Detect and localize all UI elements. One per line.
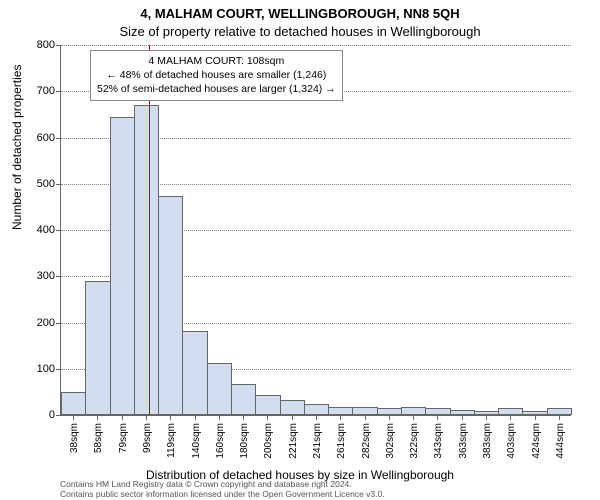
x-tick-label: 140sqm: [191, 423, 202, 459]
x-tick-label: 383sqm: [482, 423, 493, 459]
histogram-bar: [61, 392, 86, 415]
histogram-bar: [280, 400, 305, 415]
histogram-bar: [182, 331, 207, 415]
x-tick-label: 119sqm: [166, 423, 177, 458]
attribution-text: Contains HM Land Registry data © Crown c…: [60, 479, 385, 499]
histogram-bar: [498, 408, 523, 415]
x-tick: [510, 415, 511, 420]
x-tick-label: 79sqm: [118, 423, 129, 453]
histogram-chart: 4, MALHAM COURT, WELLINGBOROUGH, NN8 5QH…: [0, 0, 600, 500]
x-tick: [122, 415, 123, 420]
histogram-bar: [231, 384, 256, 415]
chart-title-main: 4, MALHAM COURT, WELLINGBOROUGH, NN8 5QH: [0, 6, 600, 21]
histogram-bar: [401, 407, 426, 415]
x-tick-label: 424sqm: [531, 423, 542, 459]
x-tick-label: 403sqm: [506, 423, 517, 459]
gridline: [61, 45, 571, 46]
x-tick: [365, 415, 366, 420]
x-tick-label: 444sqm: [555, 423, 566, 459]
y-tick: [56, 230, 61, 231]
x-tick: [267, 415, 268, 420]
y-tick: [56, 415, 61, 416]
y-tick-label: 0: [15, 409, 55, 421]
x-tick: [535, 415, 536, 420]
x-tick-label: 221sqm: [288, 423, 299, 459]
histogram-bar: [255, 395, 280, 415]
x-tick-label: 261sqm: [336, 423, 347, 459]
x-tick: [437, 415, 438, 420]
x-tick-label: 180sqm: [239, 423, 250, 459]
histogram-bar: [547, 408, 572, 415]
annotation-box: 4 MALHAM COURT: 108sqm← 48% of detached …: [90, 50, 343, 101]
chart-title-sub: Size of property relative to detached ho…: [0, 24, 600, 39]
x-tick: [195, 415, 196, 420]
histogram-bar: [352, 407, 377, 415]
x-tick: [292, 415, 293, 420]
x-tick: [559, 415, 560, 420]
y-tick: [56, 276, 61, 277]
histogram-bar: [134, 105, 159, 415]
x-tick-label: 160sqm: [215, 423, 226, 459]
histogram-bar: [425, 408, 450, 415]
histogram-bar: [207, 363, 232, 415]
x-tick: [146, 415, 147, 420]
x-tick: [97, 415, 98, 420]
y-tick-label: 300: [15, 270, 55, 282]
x-tick: [170, 415, 171, 420]
attribution-line-2: Contains public sector information licen…: [60, 489, 385, 499]
x-tick-label: 302sqm: [385, 423, 396, 459]
x-tick: [389, 415, 390, 420]
y-tick: [56, 45, 61, 46]
y-tick-label: 800: [15, 39, 55, 51]
y-tick: [56, 369, 61, 370]
x-tick-label: 200sqm: [263, 423, 274, 459]
x-tick-label: 343sqm: [433, 423, 444, 459]
x-tick-label: 241sqm: [312, 423, 323, 459]
x-tick: [316, 415, 317, 420]
x-tick-label: 99sqm: [142, 423, 153, 453]
y-tick-label: 100: [15, 363, 55, 375]
annotation-line-1: 4 MALHAM COURT: 108sqm: [97, 54, 336, 68]
y-tick-label: 700: [15, 85, 55, 97]
x-tick: [340, 415, 341, 420]
y-tick-label: 200: [15, 317, 55, 329]
x-tick: [486, 415, 487, 420]
y-tick-label: 500: [15, 178, 55, 190]
y-tick: [56, 138, 61, 139]
x-tick: [413, 415, 414, 420]
x-tick-label: 38sqm: [69, 423, 80, 453]
annotation-line-2: ← 48% of detached houses are smaller (1,…: [97, 68, 336, 82]
attribution-line-1: Contains HM Land Registry data © Crown c…: [60, 479, 385, 489]
histogram-bar: [377, 408, 402, 415]
x-tick-label: 58sqm: [93, 423, 104, 453]
x-tick-label: 363sqm: [458, 423, 469, 459]
x-tick: [243, 415, 244, 420]
histogram-bar: [85, 281, 110, 415]
y-tick-label: 600: [15, 132, 55, 144]
x-tick: [462, 415, 463, 420]
x-tick-label: 322sqm: [409, 423, 420, 459]
y-tick: [56, 184, 61, 185]
x-tick: [73, 415, 74, 420]
histogram-bar: [158, 196, 183, 415]
histogram-bar: [328, 407, 353, 415]
y-tick: [56, 323, 61, 324]
plot-area: [60, 45, 571, 416]
y-tick-label: 400: [15, 224, 55, 236]
x-tick: [219, 415, 220, 420]
histogram-bar: [304, 404, 329, 415]
histogram-bar: [110, 117, 135, 415]
x-tick-label: 282sqm: [361, 423, 372, 459]
annotation-line-3: 52% of semi-detached houses are larger (…: [97, 82, 336, 96]
y-tick: [56, 91, 61, 92]
